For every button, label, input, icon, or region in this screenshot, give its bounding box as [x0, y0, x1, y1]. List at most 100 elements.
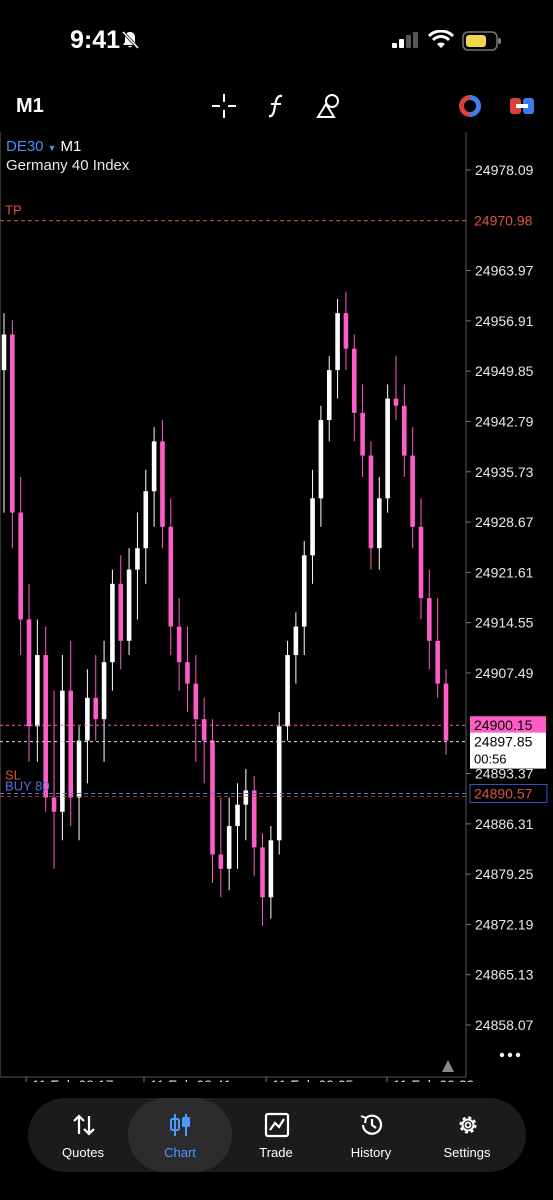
bar-countdown: 00:56: [474, 752, 507, 767]
candle-body: [410, 455, 415, 527]
price-chart[interactable]: 24978.09 24963.97 24956.91 24949.85 24942.79…: [0, 132, 553, 1082]
candle-body: [301, 555, 307, 627]
candle-body: [443, 683, 449, 741]
price-axis-label: 24865.13: [475, 967, 534, 983]
symbol-timeframe: M1: [60, 138, 82, 155]
candle-body: [285, 655, 290, 727]
bottom-tab-bar: Quotes Chart Trade History Settings: [28, 1098, 526, 1172]
candle-body: [68, 690, 74, 798]
candle-body: [26, 619, 32, 727]
candle-body: [368, 455, 374, 549]
price-axis-label: 24879.25: [475, 866, 534, 882]
status-time: 9:41: [70, 26, 121, 54]
candle-body: [226, 826, 232, 869]
take-profit-label: TP: [5, 203, 22, 218]
chart-left-border: [0, 132, 1, 1077]
candle-body: [193, 683, 199, 720]
bid-price: 24897.85: [474, 734, 533, 750]
trade-panel-icon[interactable]: [508, 92, 536, 120]
wifi-icon: [428, 30, 454, 48]
time-axis-label: 11 Feb 08:17: [32, 1077, 114, 1082]
gear-icon: [459, 1116, 477, 1134]
symbol-name: DE30: [6, 138, 44, 155]
candle-body: [1, 334, 7, 371]
candle-body: [335, 313, 340, 371]
tab-settings[interactable]: Settings: [420, 1098, 514, 1172]
candle-body: [393, 398, 399, 406]
candle-body: [60, 690, 65, 812]
timeframe-button[interactable]: M1: [16, 95, 44, 117]
candle-body: [43, 655, 48, 798]
candle-body: [385, 398, 390, 499]
ask-price-tag: [470, 716, 546, 735]
symbol-label[interactable]: DE30 ▼ M1: [6, 138, 81, 155]
take-profit-price: 24970.98: [474, 213, 533, 229]
candle-body: [235, 804, 240, 827]
candle-body: [76, 740, 82, 798]
crosshair-icon[interactable]: [210, 92, 238, 120]
tab-history[interactable]: History: [324, 1098, 418, 1172]
candle-body: [268, 840, 274, 898]
candle-body: [418, 526, 424, 599]
time-axis-label: 11 Feb 09:05: [272, 1077, 354, 1082]
more-dot: [499, 1052, 505, 1058]
tab-trade[interactable]: Trade: [229, 1098, 323, 1172]
candle-body: [93, 697, 99, 720]
price-axis-label: 24978.09: [475, 162, 534, 178]
candle-body: [293, 626, 299, 656]
candle-body: [326, 370, 332, 420]
symbol-description: Germany 40 Index: [6, 157, 130, 174]
price-axis-label: 24907.49: [475, 665, 534, 681]
tab-chart-label: Chart: [164, 1145, 196, 1160]
more-options-icon[interactable]: [499, 1052, 521, 1058]
candle-body: [210, 740, 215, 855]
candle-body: [251, 790, 257, 848]
objects-icon[interactable]: [315, 92, 343, 120]
candle-body: [160, 441, 165, 527]
battery-icon: [462, 31, 501, 51]
tab-trade-label: Trade: [259, 1145, 293, 1160]
tab-settings-label: Settings: [443, 1145, 491, 1160]
bid-price-tag: [470, 732, 546, 769]
ask-price: 24900.15: [474, 717, 533, 733]
cellular-signal-icon: [392, 32, 418, 48]
history-clock-icon: [360, 1114, 383, 1135]
price-axis-label: 24935.73: [475, 464, 534, 480]
position-label: BUY 80: [5, 778, 50, 793]
candle-body: [35, 655, 40, 727]
candle-body: [318, 419, 324, 499]
candle-body: [260, 847, 265, 898]
price-axis-label: 24928.67: [475, 514, 534, 530]
candle-body: [51, 797, 57, 812]
candle-body: [351, 348, 357, 413]
candle-body: [151, 441, 157, 492]
price-axis-label: 24942.79: [475, 413, 534, 429]
tab-chart[interactable]: Chart: [128, 1098, 232, 1172]
one-click-trading-icon[interactable]: [456, 92, 484, 120]
candle-body: [168, 526, 174, 627]
entry-price-tag: [469, 783, 548, 803]
candle-body: [435, 640, 440, 684]
entry-price: 24890.57: [474, 785, 533, 801]
price-axis-label: 24872.19: [475, 916, 534, 932]
more-dot: [507, 1052, 513, 1058]
price-axis-label: 24914.55: [475, 615, 534, 631]
price-axis-label: 24886.31: [475, 816, 534, 832]
tab-quotes[interactable]: Quotes: [36, 1098, 130, 1172]
tab-history-label: History: [350, 1145, 392, 1160]
candle-body: [110, 583, 115, 663]
stop-loss-label: SL: [5, 767, 21, 782]
tab-quotes-label: Quotes: [62, 1145, 104, 1160]
candle-body: [185, 662, 190, 684]
candle-body: [126, 569, 132, 641]
chart-shift-icon: [442, 1060, 454, 1072]
candle-body: [243, 790, 249, 805]
indicators-icon[interactable]: [263, 92, 291, 120]
candle-body: [360, 412, 365, 456]
candle-body: [276, 726, 282, 841]
candle-body: [176, 626, 182, 663]
candle-body: [218, 854, 224, 869]
candle-body: [427, 598, 432, 641]
time-axis-label: 11 Feb 08:41: [150, 1077, 232, 1082]
trade-chart-icon: [264, 1112, 290, 1138]
